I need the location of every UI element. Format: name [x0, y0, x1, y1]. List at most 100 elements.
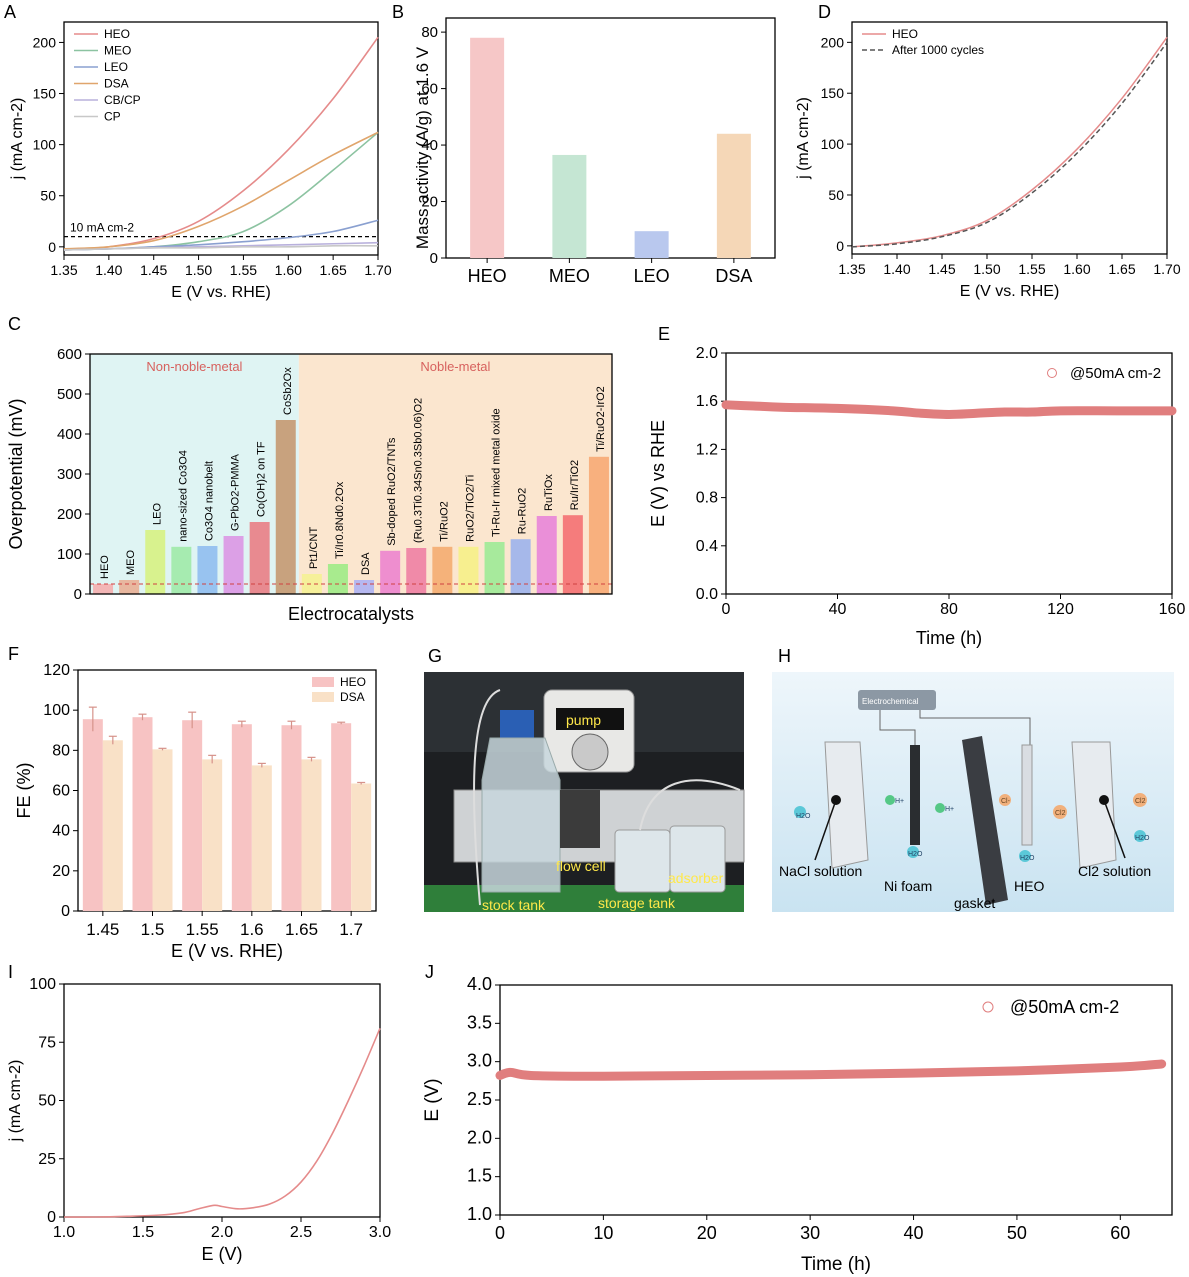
y-tick-label: 0.4 [696, 538, 718, 555]
bar-label: Pt1/CNT [308, 527, 320, 569]
x-tick-label: 1.55 [186, 920, 219, 939]
y-tick-label: 1.2 [696, 441, 718, 458]
x-tick-label: 1.7 [339, 920, 363, 939]
y-axis-label: j (mA cm-2) [9, 98, 26, 181]
y-tick-label: 0 [48, 239, 56, 255]
data-point [946, 411, 952, 418]
legend-label: MEO [104, 44, 131, 58]
data-point [1001, 409, 1008, 416]
panel-label-a: A [4, 2, 16, 22]
y-tick-label: 500 [57, 386, 82, 403]
y-tick-label: 400 [57, 426, 82, 443]
data-point [1117, 1064, 1124, 1071]
data-point [497, 1072, 503, 1079]
data-point [750, 403, 757, 410]
bar-catalyst [406, 548, 427, 594]
data-point [1169, 407, 1175, 414]
axes-frame [63, 21, 379, 256]
region-label: Non-noble-metal [146, 359, 242, 374]
x-tick-label: 1.60 [1063, 261, 1090, 277]
bar-label: HEO [99, 555, 111, 579]
end-plate-left [824, 741, 869, 869]
y-axis-label: Overpotential (mV) [6, 398, 26, 549]
x-axis-label: E (V vs. RHE) [171, 284, 271, 301]
bar-catalyst [145, 530, 166, 594]
y-tick-label: 150 [821, 85, 845, 101]
legend-label: LEO [104, 60, 128, 74]
panel-g-photo: G pump flow cell adsorber stock tank sto… [424, 646, 745, 913]
label-cl2-solution: Cl2 solution [1078, 863, 1151, 879]
bar-heo [281, 725, 302, 911]
bar-catalyst [93, 584, 114, 594]
data-point [600, 1073, 607, 1080]
y-tick-label: 100 [29, 976, 56, 993]
x-tick-label: 0 [722, 601, 731, 618]
bar-label: RuTiOx [543, 474, 555, 511]
stock-tank-bottle [481, 737, 561, 893]
x-tick-label: 1.40 [883, 261, 910, 277]
legend-label: CP [104, 110, 121, 124]
y-tick-label: 120 [43, 662, 70, 679]
legend-label: @50mA cm-2 [1010, 997, 1119, 1017]
legend-label: DSA [340, 690, 365, 704]
data-point [1013, 1067, 1020, 1074]
x-tick-label: 1.50 [185, 262, 212, 278]
x-axis-label: E (V) [201, 1244, 242, 1264]
legend-swatch [312, 692, 334, 702]
x-axis-label: E (V vs. RHE) [960, 283, 1060, 300]
y-tick-label: 600 [57, 346, 82, 363]
data-point [807, 1071, 814, 1078]
legend-label: HEO [104, 27, 130, 41]
bar-dsa [716, 133, 751, 258]
x-tick-label: 2.0 [211, 1224, 233, 1241]
panel-d: D 1.35 1.40 1.45 1.50 1.55 1.60 1.65 1.70 0 50 100 1… [795, 2, 1181, 300]
bar-label: Sb-doped RuO2/TNTs [386, 437, 398, 546]
axes-frame [63, 983, 381, 1218]
x-tick-label: 30 [800, 1223, 820, 1243]
legend-label: HEO [892, 27, 918, 41]
x-tick-label: 40 [829, 601, 847, 618]
panel-label-b: B [392, 2, 404, 22]
x-tick-label: 3.0 [369, 1224, 391, 1241]
bar-catalyst [380, 550, 401, 594]
x-tick-label: HEO [468, 266, 507, 286]
species-label: Cl2 [1135, 798, 1146, 805]
bar-catalyst [119, 580, 140, 594]
y-tick-label: 50 [40, 188, 56, 204]
data-point [528, 1072, 535, 1079]
bar-catalyst [510, 539, 531, 594]
bar-label: Co(OH)2 on TF [256, 441, 268, 517]
bar-dsa [251, 765, 272, 911]
y-tick-label: 80 [52, 742, 70, 759]
y-axis-label: E (V) vs RHE [648, 420, 668, 527]
y-tick-label: 20 [421, 194, 438, 211]
ni-foam-electrode [910, 745, 920, 845]
x-tick-label: MEO [549, 266, 590, 286]
legend-label: DSA [104, 77, 129, 91]
bar-catalyst [588, 456, 609, 594]
y-axis-label: Mass activity (A/g) at 1.6 V [413, 46, 432, 249]
x-tick-label: 1.65 [285, 920, 318, 939]
panel-label-i: I [8, 962, 13, 982]
x-tick-label: 60 [1110, 1223, 1130, 1243]
panel-b: B 0 20 40 60 80 Mass activity (A/g) at 1.6 V HE… [392, 2, 776, 286]
label-flow-cell: flow cell [556, 858, 606, 874]
bar-catalyst [249, 522, 270, 594]
y-tick-label: 1.6 [696, 393, 718, 410]
axes-frame [851, 21, 1168, 255]
y-tick-label: 1.0 [467, 1204, 492, 1224]
bar-label: DSA [360, 552, 372, 575]
y-tick-label: 60 [52, 783, 70, 800]
bar-catalyst [458, 546, 479, 594]
reference-annotation: 10 mA cm-2 [70, 221, 134, 235]
x-tick-label: 1.5 [132, 1224, 154, 1241]
lsv-curve [63, 1027, 381, 1218]
h2o-molecule [794, 806, 806, 818]
bar-label: Ru/Ir/TiO2 [569, 460, 581, 510]
x-axis-label: Electrocatalysts [288, 604, 414, 624]
y-tick-label: 150 [33, 86, 57, 102]
label-nacl: NaCl solution [779, 863, 862, 879]
series-line-dsa [63, 131, 379, 250]
legend-label: After 1000 cycles [892, 43, 984, 57]
x-tick-label: 160 [1159, 601, 1186, 618]
